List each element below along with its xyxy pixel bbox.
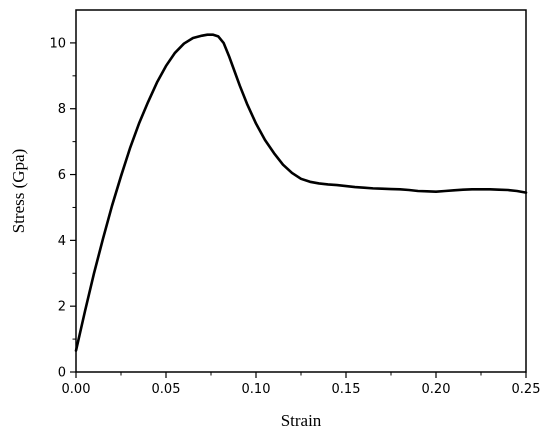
x-tick-label: 0.00	[62, 382, 91, 397]
x-tick-label: 0.20	[422, 382, 451, 397]
y-tick-label: 4	[58, 234, 66, 249]
x-tick-label: 0.15	[332, 382, 361, 397]
y-tick-label: 2	[58, 300, 66, 315]
x-tick-label: 0.05	[152, 382, 181, 397]
y-tick-label: 8	[58, 102, 66, 117]
y-axis-ticks: 0 2 4 6 8 10	[49, 36, 76, 381]
y-tick-label: 0	[58, 366, 66, 381]
x-tick-label: 0.25	[512, 382, 541, 397]
x-tick-label: 0.10	[242, 382, 271, 397]
series-layer	[74, 33, 528, 352]
series-line-0	[74, 33, 528, 352]
y-axis-title: Stress (Gpa)	[9, 149, 28, 234]
x-axis-ticks: 0.00 0.05 0.10 0.15 0.20 0.25	[62, 372, 541, 397]
y-tick-label: 6	[58, 168, 66, 183]
x-axis-title: Strain	[281, 411, 322, 430]
y-tick-label: 10	[49, 36, 66, 51]
